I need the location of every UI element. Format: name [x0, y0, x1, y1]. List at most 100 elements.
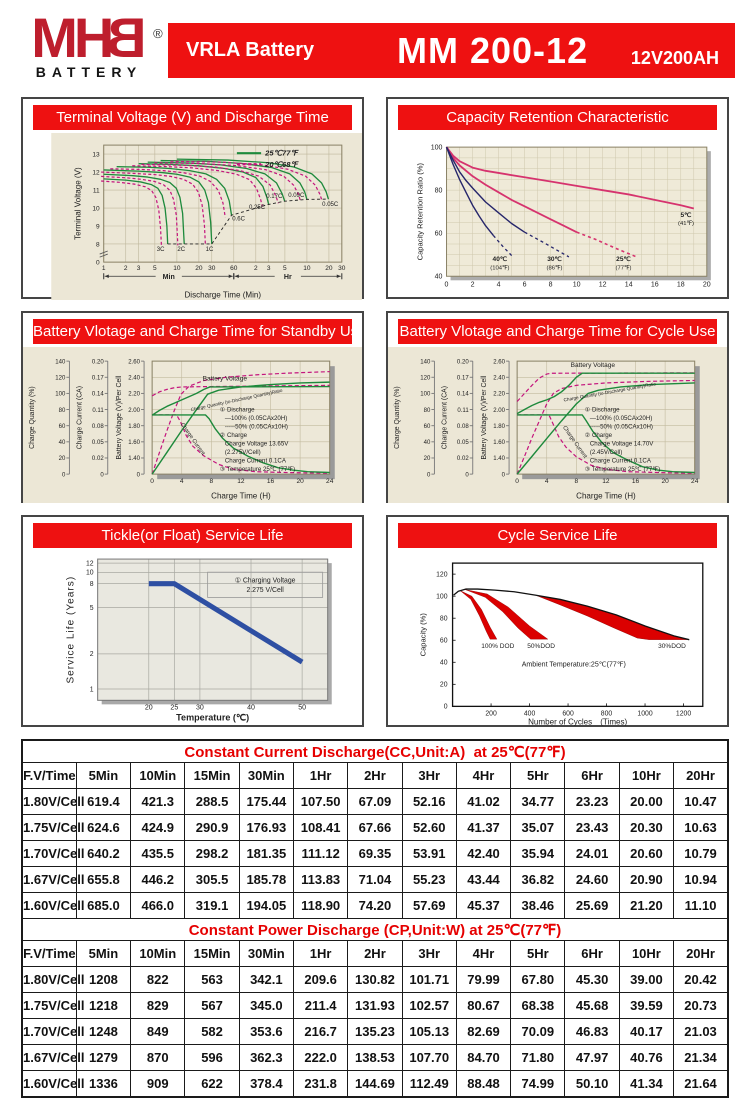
y-tick-label: 1.80 [128, 424, 140, 430]
cell-value: 305.5 [184, 866, 240, 893]
x-tick-label: 4 [180, 478, 184, 485]
cell-value: 34.77 [510, 788, 566, 815]
cell-value: 102.57 [401, 992, 457, 1019]
legend-label: 25℃77℉ [264, 149, 299, 158]
y-tick-label: 0.05 [457, 440, 469, 446]
curve-sublabel: (104℉) [490, 265, 509, 271]
column-header: 10Min [130, 940, 186, 967]
cell-value: 45.37 [455, 892, 512, 919]
cell-value: 112.49 [401, 1070, 457, 1098]
cell-value: 231.8 [292, 1070, 349, 1098]
y-tick-label: 80 [440, 616, 448, 623]
cell-value: 38.46 [510, 892, 566, 919]
y-axis-title: Charge Current (CA) [442, 386, 449, 449]
y-tick-label: 0.14 [92, 392, 104, 398]
y-axis-title: Capacity (%) [418, 613, 427, 657]
cell-value: 45.30 [564, 966, 620, 993]
y-axis-title: Charge Current (CA) [77, 386, 84, 449]
y-tick-label: 1.60 [128, 440, 140, 446]
y-tick-label: 60 [440, 638, 448, 645]
column-header: 10Min [130, 762, 186, 789]
y-tick-label: 2.00 [493, 408, 505, 414]
cell-value: 74.99 [510, 1070, 566, 1098]
y-tick-label: 0.20 [92, 359, 104, 365]
brand-sub-label: BATTERY [35, 64, 143, 80]
y-tick-label: 80 [59, 408, 66, 414]
column-header: 30Min [238, 940, 294, 967]
cell-value: 74.20 [347, 892, 403, 919]
cell-final-voltage: 1.60V/Cell [21, 1070, 84, 1098]
cell-value: 619.4 [75, 788, 132, 815]
column-header: 1Hr [292, 762, 349, 789]
curve-label: 0.09C [288, 193, 305, 199]
x-tick-label: 20 [661, 478, 669, 485]
annotation-line: ① Discharge [220, 407, 255, 414]
table-title: Constant Power Discharge (CP,Unit:W) at … [21, 918, 729, 941]
cell-value: 362.3 [238, 1044, 294, 1071]
x-axis-title: Discharge Time (Min) [184, 290, 261, 299]
table-row: 1.60V/Cell 685.0 466.0 319.1 194.05 118.90 74.… [21, 892, 729, 919]
y-tick-label: 0 [100, 472, 104, 478]
cell-value: 216.7 [292, 1018, 349, 1045]
cell-value: 57.69 [401, 892, 457, 919]
cell-value: 41.34 [618, 1070, 675, 1098]
cell-value: 21.03 [673, 1018, 729, 1045]
panel-title: Cycle Service Life [398, 523, 717, 548]
y-tick-label: 9 [96, 223, 100, 230]
x-tick-label: 10 [173, 265, 181, 272]
x-tick-label: 16 [632, 478, 640, 485]
x-axis-title: Charge Time (H) [576, 491, 636, 500]
cell-value: 176.93 [238, 814, 294, 841]
chart-cycle-service-life: 0 20 40 60 80 100 120 200 400 600 800 1000 1200 Capac… [418, 562, 704, 727]
cell-final-voltage: 1.60V/Cell [21, 892, 84, 919]
cell-value: 24.01 [564, 840, 620, 867]
panel-capacity-retention: Capacity Retention Characteristic 40 60 80… [386, 97, 729, 299]
column-header: 15Min [184, 762, 240, 789]
column-header: 5Min [75, 940, 132, 967]
y-tick-label: 2.40 [128, 375, 140, 381]
cell-value: 40.17 [618, 1018, 675, 1045]
cell-value: 69.35 [347, 840, 403, 867]
cell-value: 563 [184, 966, 240, 993]
column-header: F.V/Time [21, 940, 77, 967]
cell-value: 24.60 [564, 866, 620, 893]
y-tick-label: 20 [59, 456, 66, 462]
x-tick-label: 0 [515, 478, 519, 485]
cell-value: 319.1 [184, 892, 240, 919]
cell-final-voltage: 1.67V/Cell [21, 866, 84, 893]
x-tick-label: 2 [254, 265, 258, 272]
y-tick-label: 0.02 [457, 456, 469, 462]
cell-value: 1248 [75, 1018, 132, 1045]
model-number: MM 200-12 [397, 29, 589, 71]
curve-label: 1C [206, 247, 214, 253]
table-title: Constant Current Discharge(CC,Unit:A) at… [21, 739, 729, 763]
y-tick-label: 8 [90, 581, 94, 588]
y-tick-label: 0.02 [92, 456, 104, 462]
y-tick-label: 0.20 [457, 359, 469, 365]
axis-segment-label: Hr [284, 274, 292, 281]
cell-value: 596 [184, 1044, 240, 1071]
cell-value: 685.0 [75, 892, 132, 919]
y-tick-label: 0.14 [457, 392, 469, 398]
panel-title: Battery Vlotage and Charge Time for Stan… [33, 319, 352, 344]
y-tick-label: 120 [420, 375, 431, 381]
y-tick-label: 1.60 [493, 440, 505, 446]
charts-grid: Terminal Voltage (V) and Discharge Time … [0, 96, 750, 727]
cell-final-voltage: 1.70V/Cell [21, 840, 84, 867]
y-tick-label: 10 [86, 570, 94, 577]
y-tick-label: 0 [444, 704, 448, 711]
x-tick-label: 12 [237, 478, 245, 485]
y-tick-label: 0.11 [92, 408, 104, 414]
x-tick-label: 20 [296, 478, 304, 485]
cell-value: 849 [130, 1018, 186, 1045]
column-header: 2Hr [347, 762, 403, 789]
cell-value: 1279 [75, 1044, 132, 1071]
curve-label: 25℃ [616, 255, 631, 263]
x-tick-label: 20 [195, 265, 203, 272]
column-header: 5Hr [510, 940, 566, 967]
cell-value: 35.07 [510, 814, 566, 841]
x-tick-label: 10 [573, 281, 581, 288]
annotation-line: —100% (0.05CAx20H) [220, 415, 288, 422]
